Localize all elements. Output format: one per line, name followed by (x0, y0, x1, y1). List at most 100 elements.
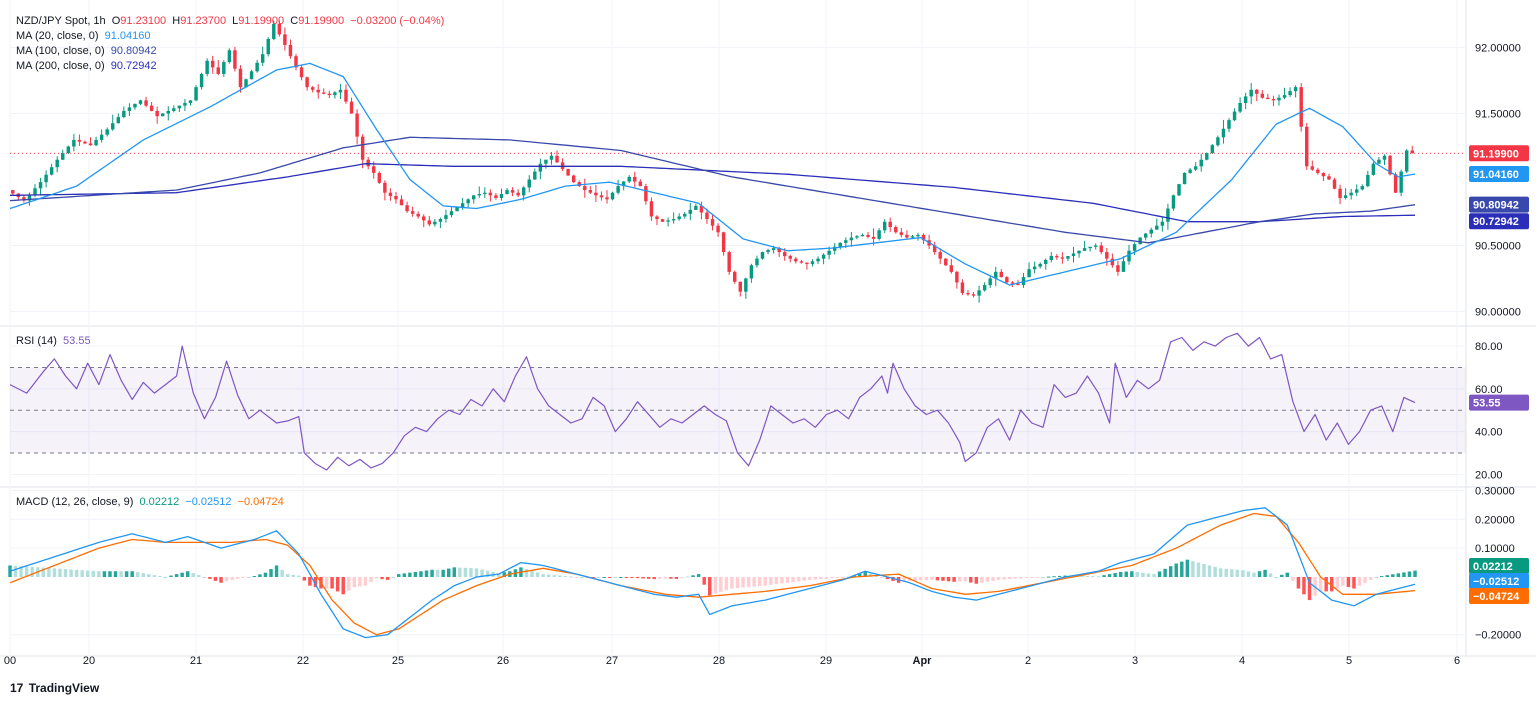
candle-body (944, 258, 948, 266)
ma100-legend[interactable]: MA (100, close, 0) 90.80942 (16, 44, 160, 58)
ma200-legend[interactable]: MA (200, close, 0) 90.72942 (16, 59, 160, 73)
macd-histogram-bar (919, 576, 923, 581)
candle-body (721, 232, 726, 253)
candle (505, 187, 509, 195)
candle-body (1232, 111, 1237, 121)
candle-body (494, 195, 498, 198)
candle-body (38, 182, 43, 189)
candle-body (477, 194, 481, 196)
candle-body (894, 227, 898, 233)
candle-body (966, 292, 970, 295)
price-legend: NZD/JPY Spot, 1h O91.23100 H91.23700 L91… (16, 14, 447, 28)
candle-body (1038, 263, 1042, 267)
macd-histogram-bar (374, 576, 379, 579)
candle (1055, 254, 1059, 260)
candle (705, 208, 709, 224)
candle (1143, 232, 1148, 241)
candle (749, 263, 754, 283)
candle-body (782, 252, 787, 257)
macd-histogram-bar (1407, 571, 1412, 577)
macd-histogram-bar (1302, 576, 1306, 595)
symbol-label[interactable]: NZD/JPY Spot, 1h (16, 15, 106, 27)
candle (727, 250, 731, 275)
macd-histogram-bar (741, 576, 745, 588)
price-badge-bg (1469, 166, 1529, 183)
candle-body (1044, 259, 1048, 264)
candle (633, 171, 637, 188)
price-badge: 90.80942 (1469, 196, 1529, 213)
macd-legend[interactable]: MACD (12, 26, close, 9) 0.02212 −0.02512… (16, 495, 287, 509)
candle (571, 174, 576, 184)
candle (566, 168, 570, 176)
rsi-label: RSI (14) (16, 335, 57, 347)
macd-histogram-bar (635, 576, 640, 579)
candle-body (1327, 176, 1331, 180)
macd-histogram-bar (297, 575, 301, 577)
macd-histogram-bar (8, 565, 12, 577)
macd-histogram-bar (558, 575, 562, 577)
ma20-legend[interactable]: MA (20, close, 0) 91.04160 (16, 29, 154, 43)
price-badge: 91.19900 (1469, 145, 1529, 162)
candle (1266, 93, 1270, 100)
candle (916, 232, 920, 241)
candle (1077, 250, 1081, 258)
candle-body (1243, 96, 1248, 103)
macd-histogram-bar (80, 570, 84, 577)
macd-histogram-bar (213, 576, 218, 581)
x-tick-label: Apr (913, 655, 933, 667)
price-badge: 91.04160 (1469, 166, 1529, 183)
macd-histogram-bar (769, 576, 773, 585)
candle (1088, 246, 1092, 252)
macd-histogram-bar (19, 566, 23, 577)
macd-histogram-bar (430, 569, 434, 577)
candle (738, 281, 743, 297)
macd-histogram-bar (380, 576, 384, 580)
candle-body (805, 262, 809, 264)
macd-badge: −0.04724 (1469, 588, 1529, 604)
candle-body (566, 168, 570, 176)
candle (127, 103, 132, 117)
candle (1399, 169, 1403, 197)
macd-histogram-bar (985, 576, 990, 582)
macd-histogram-bar (758, 576, 762, 587)
candle (494, 193, 498, 200)
candle (272, 20, 276, 41)
macd-histogram-bar (158, 576, 162, 578)
macd-histogram-bar (946, 576, 951, 582)
candle-body (910, 236, 915, 238)
candle-body (988, 278, 992, 286)
candle-body (1288, 91, 1292, 96)
macd-histogram-bar (569, 576, 573, 578)
candle-body (377, 172, 382, 183)
candle (588, 186, 593, 195)
rsi-legend[interactable]: RSI (14) 53.55 (16, 334, 94, 348)
candle-body (238, 68, 243, 88)
candle-body (727, 252, 731, 272)
macd-histogram-bar (1357, 576, 1362, 586)
candle-body (1377, 159, 1381, 164)
candle (449, 207, 454, 218)
macd-histogram-bar (857, 573, 862, 577)
macd-histogram-bar (1330, 576, 1334, 592)
candle-body (349, 101, 354, 114)
candle (810, 259, 815, 267)
candle-body (1166, 208, 1170, 222)
macd-histogram-bar (63, 569, 68, 577)
macd-histogram-bar (224, 576, 229, 582)
macd-line (9, 507, 1416, 639)
candle-body (1143, 233, 1148, 238)
macd-histogram-bar (1207, 565, 1212, 577)
candle (1171, 194, 1176, 211)
candle (1221, 119, 1226, 144)
candle (77, 134, 82, 146)
macd-histogram-bar (624, 576, 629, 578)
candle (1238, 97, 1242, 114)
macd-histogram-bar (458, 567, 462, 577)
macd-signal-line (9, 512, 1416, 636)
candle-body (1182, 172, 1187, 185)
tradingview-brand[interactable]: 17 TradingView (10, 681, 99, 695)
low-key: L (232, 15, 239, 27)
macd-badge-bg (1469, 588, 1529, 604)
